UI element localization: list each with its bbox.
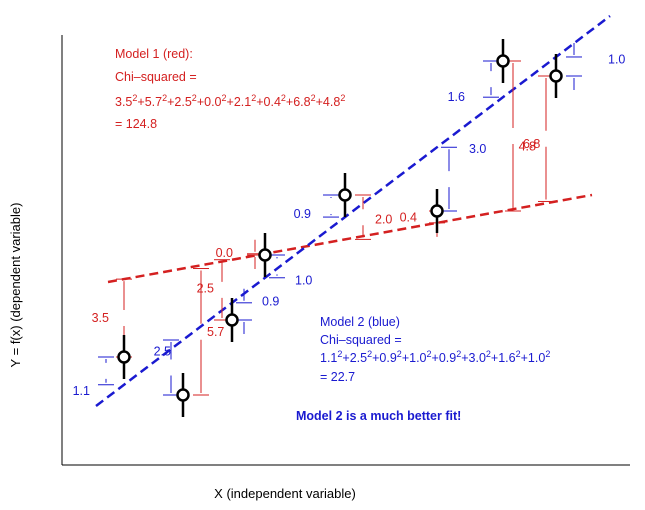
model2-residual-2: 2.5 xyxy=(154,339,179,396)
model1-residual-2: 5.7 xyxy=(193,268,224,396)
model1-equation: 3.52+5.72+2.52+0.02+2.12+0.42+6.82+4.82 xyxy=(115,93,345,109)
model2-residual-8: 1.0 xyxy=(566,42,625,90)
model1-residual-1: 3.5 xyxy=(92,278,132,358)
model1-residual-8-label: 4.8 xyxy=(519,140,536,154)
model2-residual-7: 1.6 xyxy=(448,60,499,104)
model1-residual-4: 0.0 xyxy=(216,239,263,269)
model2-residual-2-label: 2.5 xyxy=(154,344,171,358)
model1-residual-3: 2.5 xyxy=(197,259,230,321)
data-point-5-marker xyxy=(338,188,352,202)
data-point-2 xyxy=(176,373,190,417)
data-point-1-marker xyxy=(117,350,131,364)
y-axis-label: Y = f(x) (dependent variable) xyxy=(8,203,23,368)
data-point-8-marker xyxy=(549,69,563,83)
data-point-4-marker xyxy=(258,248,272,262)
model1-residual-6-label: 0.4 xyxy=(400,211,417,225)
data-point-7-marker xyxy=(496,54,510,68)
model1-residual-1-label: 3.5 xyxy=(92,311,109,325)
model2-residual-5: 0.9 xyxy=(294,194,339,221)
model2-residual-6-label: 3.0 xyxy=(469,142,486,156)
model1-residual-8: 4.8 xyxy=(519,75,554,202)
model2-total: = 22.7 xyxy=(320,370,355,384)
model1-residual-4-label: 0.0 xyxy=(216,246,233,260)
model2-residual-7-label: 1.6 xyxy=(448,90,465,104)
model1-residual-5-label: 2.0 xyxy=(375,212,392,226)
model1-residual-7: 6.8 xyxy=(505,60,540,212)
model2-title: Model 2 (blue) xyxy=(320,315,400,329)
model1-residual-3-label: 2.5 xyxy=(197,282,214,296)
model2-residual-5-label: 0.9 xyxy=(294,207,311,221)
model2-residual-3: 0.9 xyxy=(236,288,279,334)
model1-fit-line xyxy=(107,193,593,284)
model2-residual-6: 3.0 xyxy=(441,142,486,212)
model2-chi-label: Chi–squared = xyxy=(320,333,402,347)
model1-residual-5: 2.0 xyxy=(355,194,392,240)
model2-equation: 1.12+2.52+0.92+1.02+0.92+3.02+1.62+1.02 xyxy=(320,349,550,365)
model2-fit-line xyxy=(95,15,611,407)
data-point-6 xyxy=(430,189,444,233)
x-axis-label: X (independent variable) xyxy=(214,486,356,501)
data-point-4 xyxy=(258,233,272,277)
data-point-8 xyxy=(549,54,563,98)
data-point-2-marker xyxy=(176,388,190,402)
model2-residual-8-label: 1.0 xyxy=(608,52,625,66)
model1-total: = 124.8 xyxy=(115,117,157,131)
data-point-6-marker xyxy=(430,204,444,218)
model1-title: Model 1 (red): xyxy=(115,47,193,61)
model2-residual-1: 1.1 xyxy=(73,356,114,398)
model2-residual-4: 1.0 xyxy=(269,254,312,287)
data-point-5 xyxy=(338,173,352,217)
model2-residual-4-label: 1.0 xyxy=(295,273,312,287)
model1-residual-2-label: 5.7 xyxy=(207,325,224,339)
model1-chi-label: Chi–squared = xyxy=(115,70,197,84)
data-point-1 xyxy=(117,335,131,379)
model2-residual-3-label: 0.9 xyxy=(262,294,279,308)
conclusion-text: Model 2 is a much better fit! xyxy=(296,409,461,423)
data-point-3-marker xyxy=(225,313,239,327)
model2-residual-1-label: 1.1 xyxy=(73,384,90,398)
data-point-7 xyxy=(496,39,510,83)
model1-residual-7-label: 6.8 xyxy=(523,137,540,151)
data-point-3 xyxy=(225,298,239,342)
